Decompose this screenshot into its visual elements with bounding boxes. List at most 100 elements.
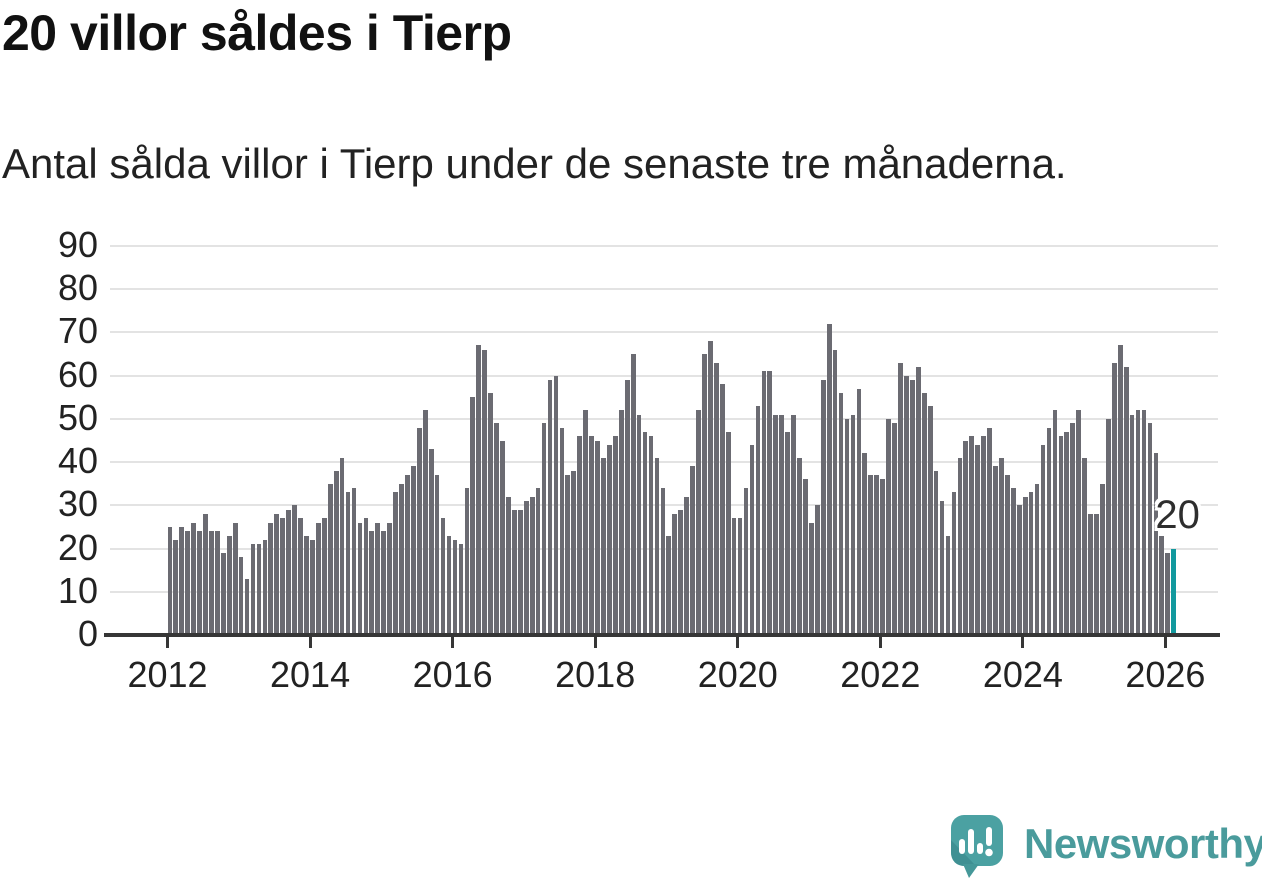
bar [613, 436, 618, 635]
bar [951, 492, 957, 635]
bar [1117, 345, 1123, 635]
bar [482, 349, 487, 635]
bar [238, 557, 244, 635]
bar [915, 367, 921, 635]
y-axis-tick-label: 10 [57, 569, 98, 611]
bar [244, 578, 250, 635]
newsworthy-logo-text: Newsworthy [1024, 820, 1262, 867]
y-axis-tick-label: 40 [57, 440, 98, 482]
x-axis-tick [736, 637, 740, 648]
bar [274, 513, 280, 635]
bar [339, 457, 345, 635]
bar [458, 544, 464, 635]
bar [321, 518, 327, 635]
newsworthy-logo: Newsworthy [944, 810, 1262, 878]
bar [630, 354, 636, 635]
bar [737, 518, 743, 635]
bar [607, 444, 612, 635]
bar [1082, 457, 1087, 635]
bar [1147, 423, 1153, 635]
bar [452, 539, 458, 635]
bar [577, 436, 583, 635]
bar [803, 479, 808, 635]
bar [773, 414, 779, 635]
bar [892, 423, 897, 635]
bar [1094, 513, 1099, 635]
bar [969, 436, 975, 635]
logo-exclamation-icon [986, 827, 992, 846]
gridline [110, 461, 1218, 464]
bar [648, 436, 654, 635]
bar [749, 444, 755, 635]
bar [529, 496, 535, 635]
y-axis-tick-label: 80 [57, 267, 98, 309]
bar [470, 397, 476, 635]
bar [725, 431, 731, 635]
bar [874, 475, 880, 635]
y-axis-tick-label: 70 [57, 310, 98, 352]
bar [898, 362, 903, 635]
bar [411, 466, 416, 635]
bar [215, 531, 220, 635]
bar [1028, 492, 1034, 635]
y-axis-tick-label: 30 [57, 483, 98, 525]
bar [422, 410, 428, 635]
bar [416, 427, 422, 635]
bar [702, 354, 707, 635]
bar [1076, 410, 1081, 635]
bar [375, 522, 381, 635]
bar [428, 449, 434, 635]
bar [393, 492, 398, 635]
bar [547, 380, 553, 635]
bar [868, 475, 874, 635]
bar [797, 457, 802, 635]
gridline [110, 331, 1218, 334]
bar [434, 475, 440, 635]
bar [880, 479, 885, 635]
bar [517, 509, 523, 635]
bar [981, 436, 986, 635]
bar [363, 518, 369, 635]
bar [476, 345, 482, 635]
bar [1016, 505, 1022, 635]
x-axis-tick-label: 2020 [697, 654, 778, 695]
bar [1100, 483, 1105, 635]
bar [1010, 488, 1016, 635]
bar [316, 522, 321, 635]
bar [553, 375, 559, 635]
page-title: 20 villor såldes i Tierp [2, 5, 512, 61]
bar [708, 341, 713, 635]
logo-bar-icon [959, 839, 965, 854]
bar [850, 414, 856, 635]
bar [399, 483, 404, 635]
gridline [110, 417, 1218, 420]
bar [1159, 535, 1165, 635]
bar [351, 488, 357, 635]
newsworthy-logo-icon [951, 815, 1003, 878]
bar [1046, 427, 1052, 635]
bar [1058, 436, 1064, 635]
bar [500, 440, 505, 635]
bar [844, 418, 850, 635]
x-axis-tick [308, 637, 312, 648]
bar [1034, 483, 1040, 635]
bar [945, 535, 951, 635]
bar [755, 405, 761, 635]
bar [345, 492, 351, 635]
bar [921, 392, 927, 635]
bar [1022, 496, 1028, 635]
plot-area: 20 0 10 20 30 40 50 60 70 80 90 2012 2014 2016 2018 20… [58, 227, 1220, 695]
bar [262, 539, 268, 635]
x-axis-tick [451, 637, 455, 648]
gridline [110, 288, 1218, 291]
bar [381, 531, 387, 635]
bar [1064, 431, 1070, 635]
bar [820, 380, 826, 635]
bar [1040, 444, 1046, 635]
x-axis-line [104, 633, 1220, 637]
bar [957, 457, 963, 635]
bar [268, 522, 274, 635]
bar [654, 457, 660, 635]
bar [696, 410, 701, 635]
